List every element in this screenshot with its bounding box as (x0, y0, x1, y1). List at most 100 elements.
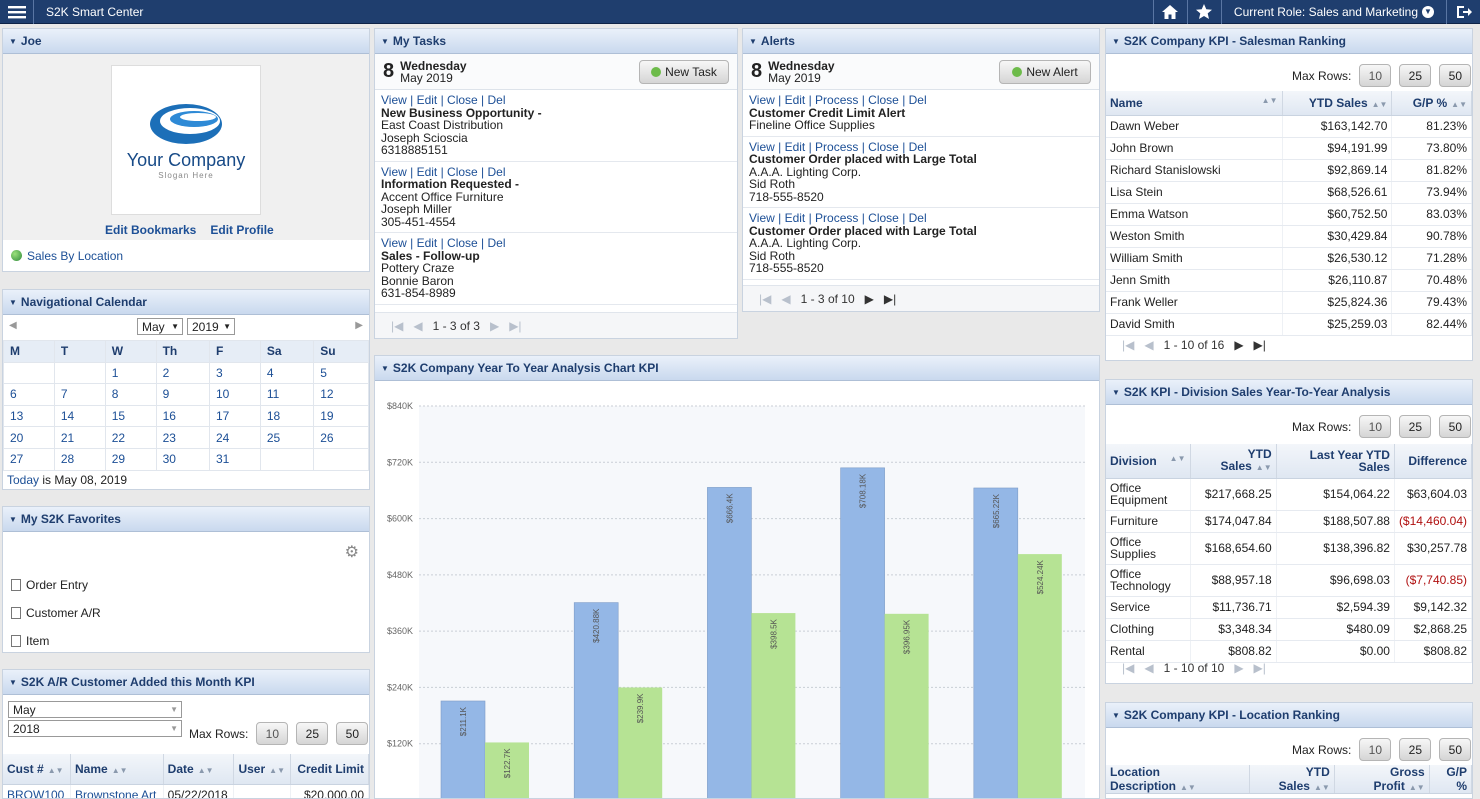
prev-page-icon[interactable]: ◀ (1144, 661, 1154, 675)
table-row[interactable]: Office Supplies $168,654.60 $138,396.82 $30… (1106, 532, 1472, 565)
rows-50-button[interactable]: 50 (1439, 738, 1472, 761)
rows-50-button[interactable]: 50 (1439, 64, 1472, 87)
calendar-day[interactable]: 22 (104, 426, 157, 449)
column-name[interactable]: Name ▲▼ (70, 754, 164, 785)
task-entry[interactable]: View | Edit | Close | Del Sales - Follow-… (375, 233, 737, 305)
calendar-day[interactable]: 7 (53, 383, 106, 406)
calendar-panel-header[interactable]: ▼ Navigational Calendar (3, 290, 369, 315)
tasks-panel-header[interactable]: ▼ My Tasks (375, 29, 737, 54)
calendar-day[interactable]: 9 (155, 383, 210, 406)
calendar-day[interactable]: 16 (155, 404, 210, 428)
year-select[interactable]: 2019 ▼ (187, 318, 235, 335)
first-page-icon[interactable]: |◀ (391, 318, 404, 333)
calendar-day[interactable]: 24 (208, 426, 261, 449)
bookmark-sales-by-location[interactable]: Sales By Location (27, 248, 124, 263)
column-gross-profit[interactable]: Gross Profit ▲▼ (1334, 765, 1430, 794)
table-row[interactable]: Office Equipment $217,668.25 $154,064.22 $6… (1106, 478, 1472, 511)
alert-entry[interactable]: View | Edit | Process | Close | Del Custo… (743, 90, 1099, 137)
last-page-icon[interactable]: ▶| (1253, 338, 1266, 352)
rows-25-button[interactable]: 25 (1399, 738, 1432, 761)
rows-10-button[interactable]: 10 (256, 722, 289, 745)
column-credit-limit[interactable]: Credit Limit (290, 754, 369, 785)
chart-panel-header[interactable]: ▼ S2K Company Year To Year Analysis Chart… (375, 356, 1099, 381)
calendar-day[interactable]: 17 (208, 404, 261, 428)
rows-10-button[interactable]: 10 (1359, 738, 1392, 761)
calendar-day[interactable]: 26 (313, 426, 369, 449)
location-panel-header[interactable]: ▼ S2K Company KPI - Location Ranking (1106, 703, 1472, 728)
chart-bar[interactable] (485, 742, 529, 799)
task-entry[interactable]: View | Edit | Close | Del Information Req… (375, 162, 737, 233)
table-row[interactable]: William Smith $26,530.12 71.28% (1106, 247, 1472, 270)
calendar-day[interactable]: 30 (155, 447, 210, 471)
calendar-day[interactable]: 8 (104, 383, 157, 406)
favorite-item[interactable]: Customer A/R (11, 599, 101, 627)
entry-action-links[interactable]: View | Edit | Close | Del (381, 164, 506, 179)
alert-entry[interactable]: View | Edit | Process | Close | Del Custo… (743, 137, 1099, 208)
table-row[interactable]: Service $11,736.71 $2,594.39 $9,142.32 (1106, 596, 1472, 619)
today-link[interactable]: Today (7, 472, 40, 487)
logout-icon[interactable] (1446, 0, 1480, 24)
column-user[interactable]: User ▲▼ (233, 754, 292, 785)
rows-25-button[interactable]: 25 (1399, 64, 1432, 87)
last-page-icon[interactable]: ▶| (883, 291, 897, 306)
calendar-day[interactable]: 20 (3, 426, 55, 449)
chart-bar[interactable] (973, 487, 1019, 799)
calendar-day[interactable]: 1 (104, 361, 157, 385)
rows-10-button[interactable]: 10 (1359, 64, 1392, 87)
table-row[interactable]: Weston Smith $30,429.84 90.78% (1106, 225, 1472, 248)
calendar-day[interactable]: 18 (259, 404, 315, 428)
calendar-day[interactable]: 25 (259, 426, 315, 449)
next-month-icon[interactable]: ▶ (355, 320, 363, 331)
calendar-day[interactable]: 2 (155, 361, 210, 385)
chart-bar[interactable] (707, 487, 752, 799)
new-task-button[interactable]: New Task (639, 59, 729, 84)
role-selector[interactable]: Current Role: Sales and Marketing ▼ (1220, 0, 1446, 24)
calendar-day[interactable]: 23 (155, 426, 210, 449)
prev-page-icon[interactable]: ◀ (781, 291, 791, 306)
prev-page-icon[interactable]: ◀ (1144, 338, 1154, 352)
calendar-day[interactable]: 28 (53, 447, 106, 471)
month-select[interactable]: May ▼ (137, 318, 183, 335)
chart-bar[interactable] (440, 700, 486, 799)
entry-action-links[interactable]: View | Edit | Process | Close | Del (749, 93, 927, 107)
division-panel-header[interactable]: ▼ S2K KPI - Division Sales Year-To-Year A… (1106, 380, 1472, 405)
chart-bar[interactable] (751, 613, 796, 799)
alerts-panel-header[interactable]: ▼ Alerts (743, 29, 1099, 54)
column-ytd-sales[interactable]: YTD Sales ▲▼ (1190, 444, 1277, 479)
star-icon[interactable] (1186, 0, 1221, 24)
calendar-day[interactable]: 4 (259, 361, 315, 385)
table-row[interactable]: Lisa Stein $68,526.61 73.94% (1106, 181, 1472, 204)
chart-bar[interactable] (884, 613, 929, 799)
chart-bar[interactable] (573, 602, 619, 799)
calendar-day[interactable]: 29 (104, 447, 157, 471)
favorite-item[interactable]: Order Entry (11, 571, 101, 599)
rows-25-button[interactable]: 25 (1399, 415, 1432, 438)
calendar-day[interactable]: 5 (313, 361, 369, 385)
column-last-year-ytd[interactable]: Last Year YTD Sales (1276, 444, 1395, 479)
column-name[interactable]: Name ▲▼ (1106, 91, 1283, 116)
calendar-day[interactable]: 12 (313, 383, 369, 406)
next-page-icon[interactable]: ▶ (1234, 661, 1244, 675)
entry-action-links[interactable]: View | Edit | Close | Del (381, 93, 506, 107)
calendar-day[interactable]: 27 (3, 447, 55, 471)
table-row[interactable]: Rental $808.82 $0.00 $808.82 (1106, 640, 1472, 663)
chart-bar[interactable] (1017, 554, 1062, 799)
table-row[interactable]: John Brown $94,191.99 73.80% (1106, 137, 1472, 160)
table-row[interactable]: Clothing $3,348.34 $480.09 $2,868.25 (1106, 618, 1472, 641)
table-row[interactable]: Office Technology $88,957.18 $96,698.03 ($7… (1106, 564, 1472, 597)
prev-page-icon[interactable]: ◀ (413, 318, 423, 333)
calendar-day[interactable]: 19 (313, 404, 369, 428)
table-row[interactable]: David Smith $25,259.03 82.44% (1106, 313, 1472, 336)
table-row[interactable]: Richard Stanislowski $92,869.14 81.82% (1106, 159, 1472, 182)
column-gp-percent[interactable]: G/P % ▲▼ (1391, 91, 1472, 116)
column-ytd-sales[interactable]: YTD Sales ▲▼ (1249, 765, 1335, 794)
calendar-day[interactable]: 3 (208, 361, 261, 385)
table-row[interactable]: Emma Watson $60,752.50 83.03% (1106, 203, 1472, 226)
column-cust[interactable]: Cust # ▲▼ (3, 754, 72, 785)
favorites-panel-header[interactable]: ▼ My S2K Favorites (3, 507, 369, 532)
calendar-day[interactable]: 13 (3, 404, 55, 428)
next-page-icon[interactable]: ▶ (489, 318, 500, 333)
rows-25-button[interactable]: 25 (296, 722, 329, 745)
table-row[interactable]: Furniture $174,047.84 $188,507.88 ($14,460.… (1106, 510, 1472, 533)
column-location-description[interactable]: Location Description ▲▼ (1106, 765, 1250, 794)
